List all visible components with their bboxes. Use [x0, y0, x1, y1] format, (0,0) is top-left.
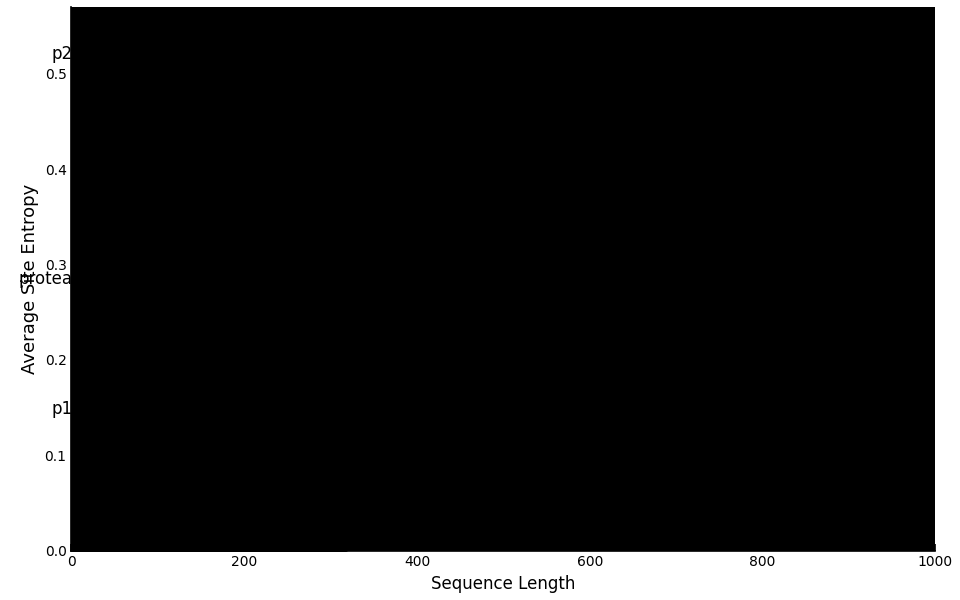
Text: vif: vif: [245, 238, 266, 256]
X-axis label: Sequence Length: Sequence Length: [431, 575, 576, 593]
Text: rev: rev: [138, 149, 165, 167]
Text: p7: p7: [86, 314, 108, 332]
Point: [263, 433, 278, 443]
Text: Integrase: Integrase: [234, 490, 313, 508]
Text: nef: nef: [260, 178, 287, 196]
Text: RT: RT: [545, 472, 565, 490]
Point: [164, 174, 180, 184]
Point: [150, 274, 165, 284]
Point: [76, 69, 91, 79]
Text: p24: p24: [228, 412, 260, 430]
Text: gp160: gp160: [784, 75, 837, 93]
Text: p2: p2: [51, 44, 72, 62]
Text: p1: p1: [51, 400, 72, 418]
Point: [313, 457, 328, 467]
Text: p15: p15: [105, 388, 136, 406]
Point: [242, 202, 257, 212]
Point: [76, 422, 91, 431]
Text: p6: p6: [84, 209, 106, 227]
Point: [108, 231, 124, 241]
Text: p17: p17: [196, 272, 228, 290]
Y-axis label: Average Site Entropy: Average Site Entropy: [21, 184, 39, 374]
Point: [111, 336, 127, 346]
Point: [181, 293, 197, 302]
Point: [547, 433, 563, 443]
Point: [230, 260, 246, 269]
Point: [804, 105, 819, 115]
Text: vpu: vpu: [149, 94, 180, 112]
Text: protease: protease: [19, 270, 92, 288]
Point: [135, 409, 151, 419]
Point: [134, 119, 150, 128]
